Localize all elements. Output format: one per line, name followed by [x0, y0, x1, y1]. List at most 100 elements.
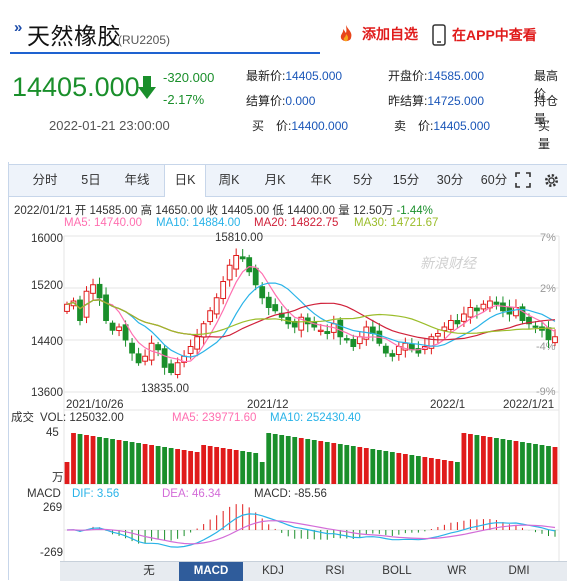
indicator-tab-wr[interactable]: WR: [447, 565, 467, 577]
tab-weekly-k[interactable]: 周K: [218, 173, 240, 187]
sina-watermark: 新浪财经: [420, 255, 478, 271]
y-tick-label: 16000: [31, 233, 63, 245]
price-axis: 16000 15200 14400 13600 7% 2% -4% -9%: [31, 232, 556, 399]
volume-label: 成交: [11, 410, 34, 424]
indicator-tab-kdj[interactable]: KDJ: [262, 565, 284, 577]
volume-bar: [279, 435, 285, 484]
ohlc-close-label: 收: [206, 205, 219, 217]
indicator-tab-none[interactable]: 无: [143, 565, 155, 577]
candle-body: [317, 329, 324, 332]
volume-bar: [357, 447, 363, 484]
tab-60min[interactable]: 60分: [480, 173, 508, 187]
pct-tick-label: 7%: [540, 232, 556, 244]
ma-lines: [66, 265, 556, 363]
tab-5day[interactable]: 5日: [81, 173, 101, 187]
title-underline: [10, 52, 320, 54]
volume-value: VOL: 125032.00: [40, 412, 124, 424]
indicator-tab-rsi[interactable]: RSI: [325, 565, 345, 577]
dif-line: [66, 513, 556, 548]
volume-bar: [363, 448, 369, 484]
volume-bar: [84, 435, 89, 484]
candle-body: [161, 348, 168, 368]
tab-yearline[interactable]: 年线: [124, 173, 150, 187]
quote-field-last: 最新价:14405.000: [246, 67, 342, 85]
candle-body: [168, 363, 175, 374]
candle-body: [233, 255, 240, 270]
candle-body: [200, 323, 207, 338]
macd-label: MACD: [27, 488, 61, 500]
candle-body: [135, 353, 142, 364]
candle-body: [343, 338, 350, 341]
y-tick-label: 15200: [31, 280, 63, 292]
tab-30min[interactable]: 30分: [436, 173, 464, 187]
volume-bar: [240, 451, 246, 484]
volume-bar: [246, 452, 252, 484]
candle-body: [246, 257, 253, 273]
tab-intraday[interactable]: 分时: [32, 173, 58, 187]
candle-body: [369, 326, 376, 335]
macd-chart: [66, 504, 556, 548]
candle-body: [142, 355, 148, 362]
volume-bar: [233, 450, 239, 484]
volume-bar: [441, 460, 447, 484]
indicator-tab-macd[interactable]: MACD: [179, 562, 243, 581]
candle-body: [77, 299, 83, 321]
tab-yearly-k[interactable]: 年K: [310, 173, 332, 187]
volume-bar: [513, 441, 519, 484]
field-label: 持仓量: [534, 94, 559, 126]
volume-bar: [507, 440, 512, 484]
flame-icon: [340, 25, 352, 42]
candle-body: [395, 346, 402, 355]
field-value: 14585.000: [427, 69, 485, 83]
candle-body: [96, 283, 103, 299]
volume-bar: [520, 442, 525, 484]
tab-15min[interactable]: 15分: [392, 173, 420, 187]
volume-bar: [207, 446, 213, 484]
volume-bar: [181, 450, 187, 484]
pct-tick-label: 2%: [540, 283, 556, 295]
title-mark-icon: »: [14, 19, 23, 36]
ma20-legend: MA20: 14822.75: [254, 217, 339, 229]
ma5-line: [66, 265, 556, 363]
candle-body: [350, 338, 357, 348]
volume-bar: [428, 458, 434, 484]
candle-body: [402, 342, 409, 351]
quote-field-high: 最高价: [534, 67, 567, 103]
fullscreen-icon[interactable]: [515, 172, 531, 188]
indicator-tab-boll[interactable]: BOLL: [382, 565, 412, 577]
volume-bar: [468, 434, 473, 484]
candle-body: [447, 320, 454, 330]
max-price-label: 15810.00: [215, 232, 263, 244]
volume-bar: [123, 441, 128, 484]
volume-bar: [350, 446, 356, 484]
tab-daily-k[interactable]: 日K: [164, 165, 206, 197]
volume-bar: [266, 433, 272, 484]
volume-bar: [324, 442, 330, 484]
candle-body: [122, 324, 129, 341]
tab-5min[interactable]: 5分: [353, 173, 373, 187]
volume-bar: [337, 444, 343, 484]
field-value: 0.000: [285, 94, 316, 108]
macd-dif: DIF: 3.56: [72, 488, 119, 500]
add-watchlist-button[interactable]: 添加自选: [336, 24, 418, 44]
open-in-app-button[interactable]: 在APP中查看: [432, 24, 537, 46]
candle-body: [298, 316, 305, 331]
candle-body: [220, 281, 227, 300]
page-title: 天然橡胶: [27, 23, 121, 49]
candle-body: [532, 325, 539, 328]
add-watchlist-label: 添加自选: [362, 26, 418, 42]
last-price: 14405.000: [12, 72, 140, 102]
ma30-legend: MA30: 14721.67: [354, 217, 439, 229]
volume-bar: [142, 444, 148, 484]
arrow-down-icon: [138, 76, 156, 99]
ohlc-open: 14585.00: [89, 205, 138, 217]
tab-monthly-k[interactable]: 月K: [264, 173, 286, 187]
settings-icon[interactable]: [543, 172, 560, 189]
indicator-tab-dmi[interactable]: DMI: [508, 565, 530, 577]
ma30-line: [66, 299, 555, 336]
ma10-legend: MA10: 14884.00: [156, 217, 241, 229]
volume-bar: [175, 449, 181, 484]
field-label: 最高价: [534, 69, 559, 101]
volume-axis-unit: 万: [52, 472, 64, 484]
